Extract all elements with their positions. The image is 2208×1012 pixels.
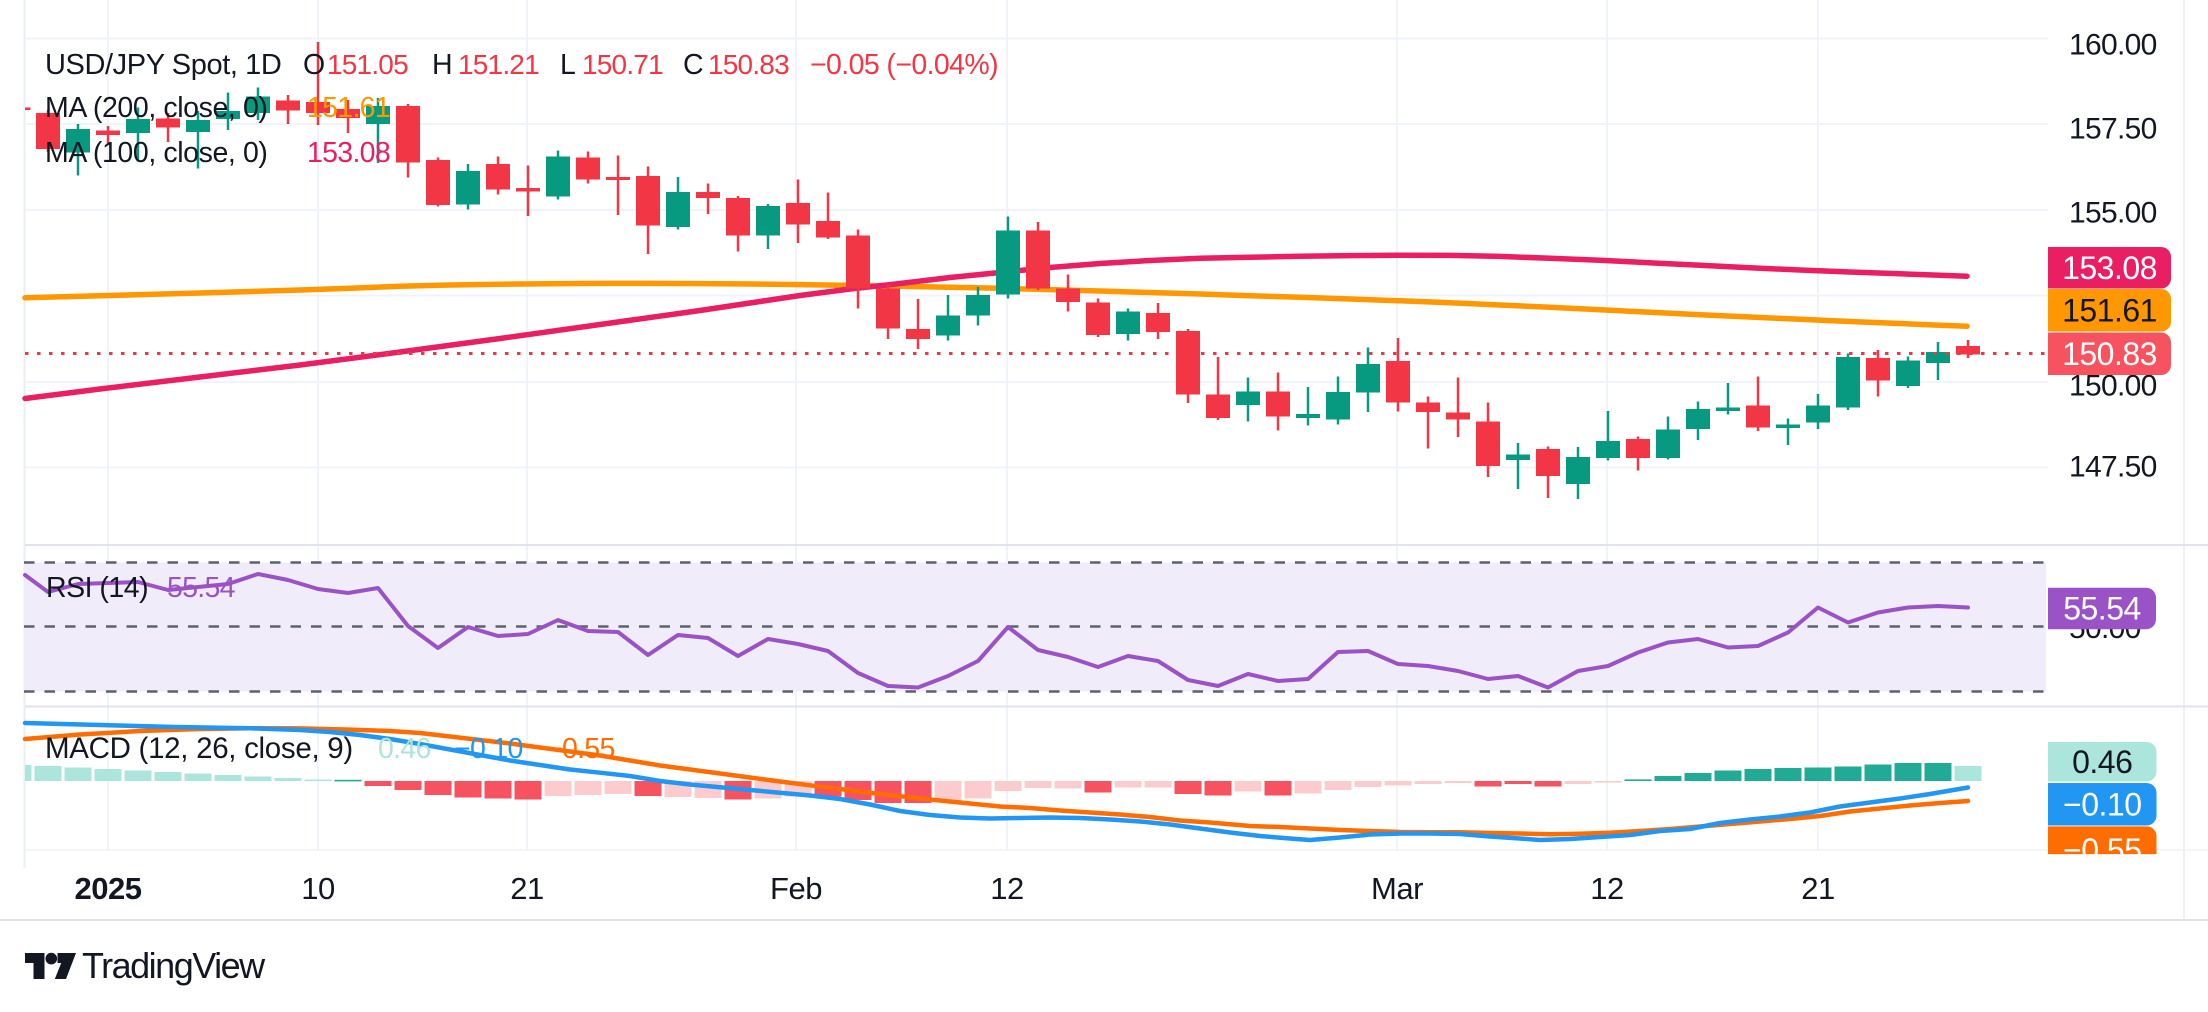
svg-text:55.54: 55.54 [2063, 591, 2141, 627]
svg-text:L: L [560, 49, 575, 81]
svg-text:21: 21 [1801, 871, 1834, 906]
svg-text:Feb: Feb [770, 871, 822, 906]
svg-text:−0.10: −0.10 [454, 733, 523, 765]
svg-text:153.08: 153.08 [307, 137, 390, 169]
svg-text:150.83: 150.83 [708, 49, 789, 80]
svg-text:MA (200, close, 0): MA (200, close, 0) [45, 92, 267, 124]
svg-text:MA (100, close, 0): MA (100, close, 0) [45, 137, 267, 169]
svg-text:160.00: 160.00 [2069, 29, 2157, 62]
svg-text:RSI (14): RSI (14) [46, 572, 148, 604]
svg-text:C: C [683, 49, 703, 81]
svg-text:151.61: 151.61 [307, 92, 390, 124]
svg-text:155.00: 155.00 [2069, 197, 2157, 230]
svg-text:−0.10: −0.10 [2063, 786, 2141, 822]
svg-text:Mar: Mar [1371, 871, 1423, 906]
svg-text:10: 10 [301, 871, 335, 906]
svg-text:2025: 2025 [75, 871, 142, 906]
svg-text:USD/JPY Spot, 1D: USD/JPY Spot, 1D [45, 49, 281, 81]
svg-text:147.50: 147.50 [2069, 451, 2157, 484]
svg-text:12: 12 [1590, 871, 1623, 906]
svg-text:151.61: 151.61 [2062, 292, 2157, 328]
svg-text:12: 12 [990, 871, 1023, 906]
svg-text:150.71: 150.71 [582, 49, 663, 80]
svg-text:21: 21 [510, 871, 543, 906]
svg-text:151.21: 151.21 [458, 49, 539, 80]
svg-text:TradingView: TradingView [82, 945, 266, 986]
svg-text:150.83: 150.83 [2062, 336, 2157, 372]
svg-text:55.54: 55.54 [167, 572, 236, 604]
svg-text:157.50: 157.50 [2069, 113, 2157, 146]
svg-text:0.46: 0.46 [2072, 744, 2132, 780]
svg-text:−0.55: −0.55 [546, 733, 615, 765]
svg-text:−0.55: −0.55 [2063, 832, 2141, 868]
svg-text:0.46: 0.46 [378, 733, 431, 765]
svg-text:H: H [432, 49, 452, 81]
svg-text:151.05: 151.05 [327, 49, 408, 80]
svg-text:O: O [303, 49, 325, 81]
svg-text:−0.05 (−0.04%): −0.05 (−0.04%) [810, 49, 998, 81]
svg-text:153.08: 153.08 [2062, 250, 2157, 286]
svg-text:MACD (12, 26, close, 9): MACD (12, 26, close, 9) [45, 732, 353, 765]
